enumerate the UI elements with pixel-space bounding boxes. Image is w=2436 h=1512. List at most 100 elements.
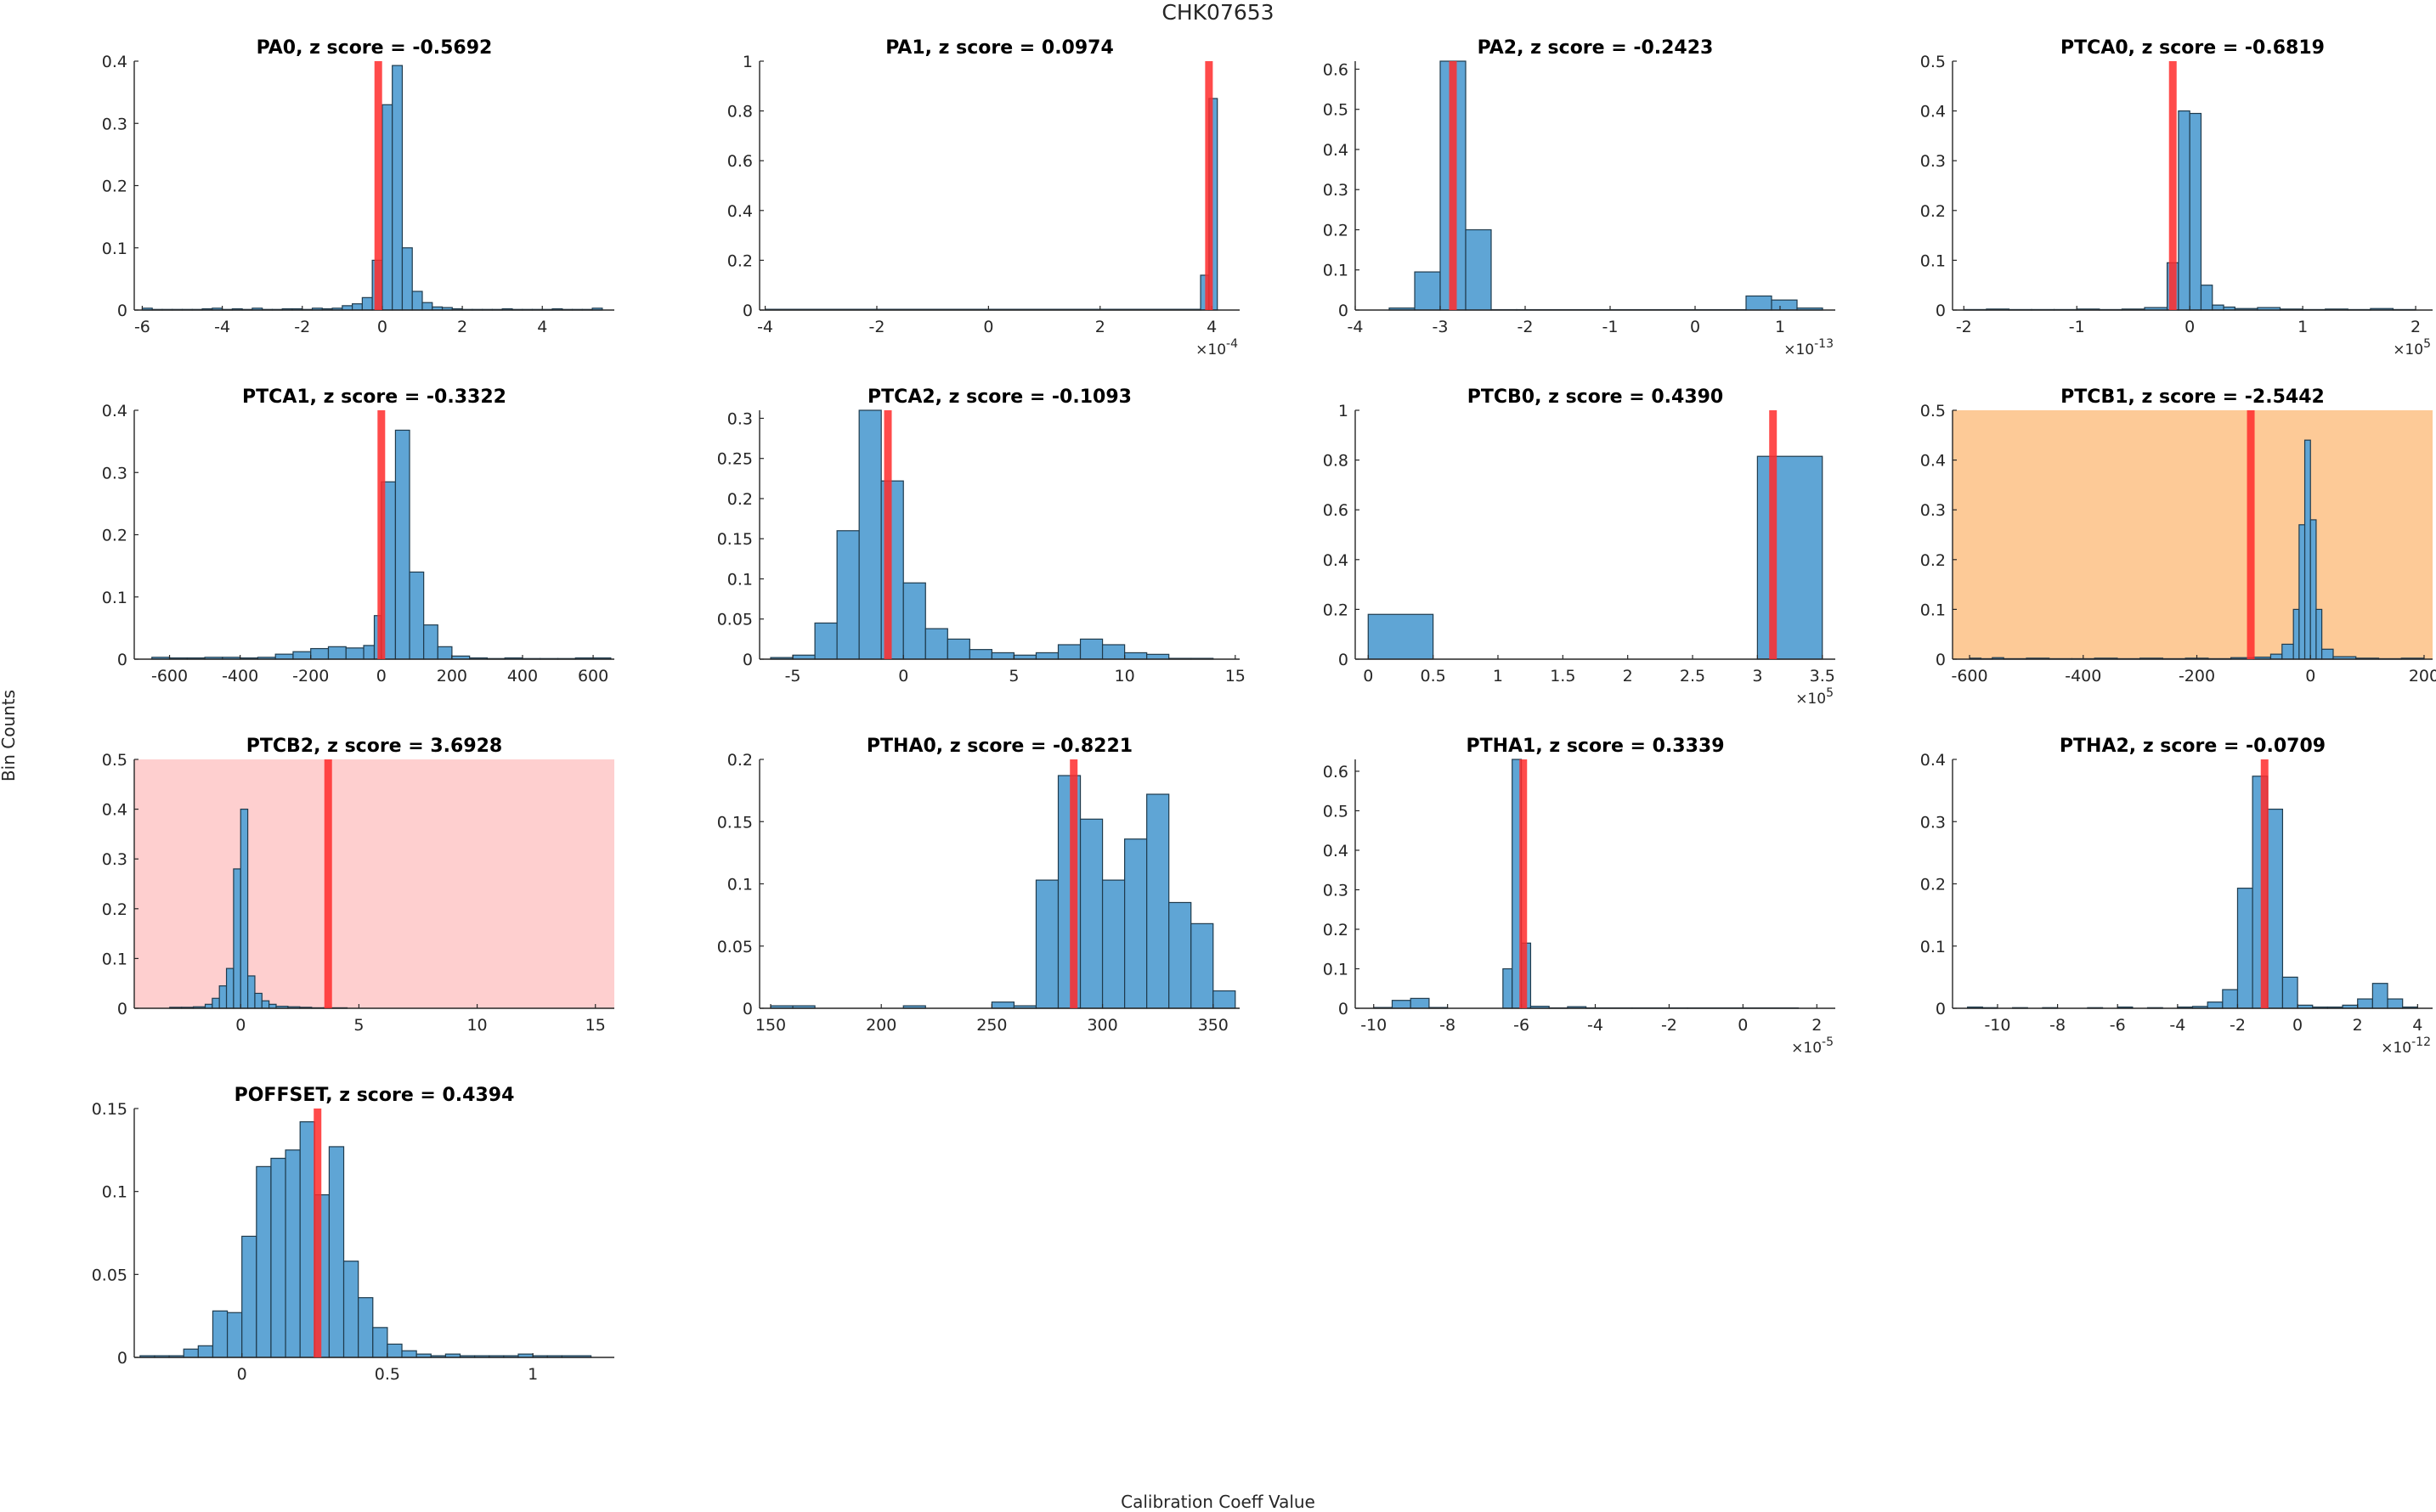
x-tick-label: 0 <box>1363 667 1373 685</box>
histogram-bar <box>1757 456 1822 659</box>
y-tick-label: 0.2 <box>727 751 753 770</box>
histogram-bar <box>293 652 311 659</box>
x-tick-label: 1 <box>528 1365 538 1384</box>
y-tick-label: 0.3 <box>1920 501 1946 520</box>
y-tick-label: 0.4 <box>727 202 753 221</box>
y-tick-label: 0.15 <box>92 1100 127 1119</box>
y-tick-label: 0.1 <box>1920 251 1946 270</box>
histogram-bar <box>311 649 329 659</box>
subplot-title: PTCB0, z score = 0.4390 <box>1467 386 1724 408</box>
histogram-bar <box>212 1311 227 1357</box>
histogram-bar <box>212 998 219 1008</box>
histogram-bar <box>2190 114 2201 310</box>
histogram-bar <box>219 986 226 1008</box>
histogram-bar <box>402 248 412 310</box>
x-tick-label: -4 <box>1348 318 1364 336</box>
subplot-title: PA2, z score = -0.2423 <box>1478 37 1714 59</box>
x-tick-label: -2 <box>1956 318 1972 336</box>
y-tick-label: 0 <box>1936 302 1946 320</box>
histogram-bar <box>815 623 837 659</box>
histogram-bar <box>2388 999 2403 1008</box>
x-tick-label: 400 <box>507 667 538 685</box>
histogram-bar <box>205 1004 212 1008</box>
histogram-bar <box>412 291 422 310</box>
y-tick-label: 0.5 <box>1920 53 1946 71</box>
histogram-bar <box>255 993 262 1008</box>
histogram-bar <box>353 304 363 310</box>
histogram-bar <box>992 652 1014 659</box>
y-tick-label: 0.3 <box>102 850 127 869</box>
x-tick-label: 0.5 <box>1421 667 1446 685</box>
x-tick-label: 600 <box>578 667 608 685</box>
histogram-bar <box>1147 654 1169 659</box>
x-tick-label: -6 <box>1513 1016 1529 1035</box>
subplot-title: PTHA1, z score = 0.3339 <box>1466 736 1724 757</box>
y-tick-label: 0 <box>1936 651 1946 669</box>
histogram-bar <box>2179 111 2190 310</box>
value-marker <box>1070 759 1077 1008</box>
histogram-bar <box>424 625 438 659</box>
x-tick-label: -4 <box>757 318 773 336</box>
x-tick-label: 0 <box>2292 1016 2303 1035</box>
histogram-bar <box>269 1004 276 1008</box>
y-tick-label: 0.2 <box>727 490 753 509</box>
histogram-bar <box>1392 1001 1410 1008</box>
y-tick-label: 0.05 <box>717 611 753 629</box>
histogram-bar <box>373 1328 387 1357</box>
subplot-title: PTCA0, z score = -0.6819 <box>2060 37 2325 59</box>
subplot-title: PTCA2, z score = -0.1093 <box>868 386 1132 408</box>
histogram-bar <box>257 1166 271 1357</box>
histogram-bar <box>234 869 240 1008</box>
x-tick-label: -2 <box>1661 1016 1677 1035</box>
y-tick-label: 0.15 <box>717 530 753 549</box>
histogram-bar <box>2207 1002 2223 1008</box>
y-tick-label: 1 <box>743 53 753 71</box>
histogram-bar <box>859 410 881 659</box>
histogram-bar <box>262 1001 268 1008</box>
histogram-bar <box>184 1349 198 1357</box>
plot-background <box>1355 759 1835 1008</box>
y-tick-label: 0 <box>743 1000 753 1018</box>
x-tick-label: -2 <box>1518 318 1534 336</box>
y-tick-label: 0.5 <box>1323 802 1348 821</box>
value-marker <box>1205 61 1212 310</box>
y-tick-label: 0 <box>743 651 753 669</box>
x-tick-label: 0 <box>1690 318 1700 336</box>
y-tick-label: 0 <box>1936 1000 1946 1018</box>
x-tick-label: 5 <box>353 1016 364 1035</box>
histogram-bar <box>2372 984 2388 1008</box>
x-tick-label: 3 <box>1752 667 1762 685</box>
x-tick-label: -3 <box>1433 318 1449 336</box>
histogram-bar <box>1191 923 1213 1008</box>
y-tick-label: 0.6 <box>1323 60 1348 79</box>
y-tick-label: 0.4 <box>1323 842 1348 860</box>
x-tick-label: 15 <box>1225 667 1246 685</box>
y-tick-label: 0.2 <box>102 178 127 196</box>
histogram-bar <box>2201 285 2212 310</box>
subplot-title: PTHA0, z score = -0.8221 <box>867 736 1133 757</box>
histogram-bar <box>2358 999 2373 1008</box>
histogram-bar <box>402 1351 416 1357</box>
subplot-title: PA1, z score = 0.0974 <box>885 37 1114 59</box>
y-tick-label: 0.1 <box>102 589 127 607</box>
y-tick-label: 0.2 <box>102 900 127 919</box>
x-tick-label: -200 <box>292 667 329 685</box>
histogram-bar <box>2282 977 2298 1008</box>
y-tick-label: 0.4 <box>1920 751 1946 770</box>
value-marker <box>375 61 382 310</box>
y-tick-label: 0.6 <box>1323 763 1348 781</box>
y-tick-label: 0.6 <box>727 152 753 171</box>
histogram-bar <box>925 629 947 659</box>
y-tick-label: 0.3 <box>1323 181 1348 200</box>
histogram-bar <box>1410 998 1429 1008</box>
histogram-bar <box>248 976 255 1008</box>
x-tick-label: -1 <box>1602 318 1619 336</box>
value-marker <box>325 759 332 1008</box>
y-tick-label: 0.2 <box>1920 202 1946 221</box>
value-marker <box>314 1109 321 1357</box>
histogram-bar <box>1503 968 1512 1008</box>
x-tick-label: 200 <box>437 667 467 685</box>
